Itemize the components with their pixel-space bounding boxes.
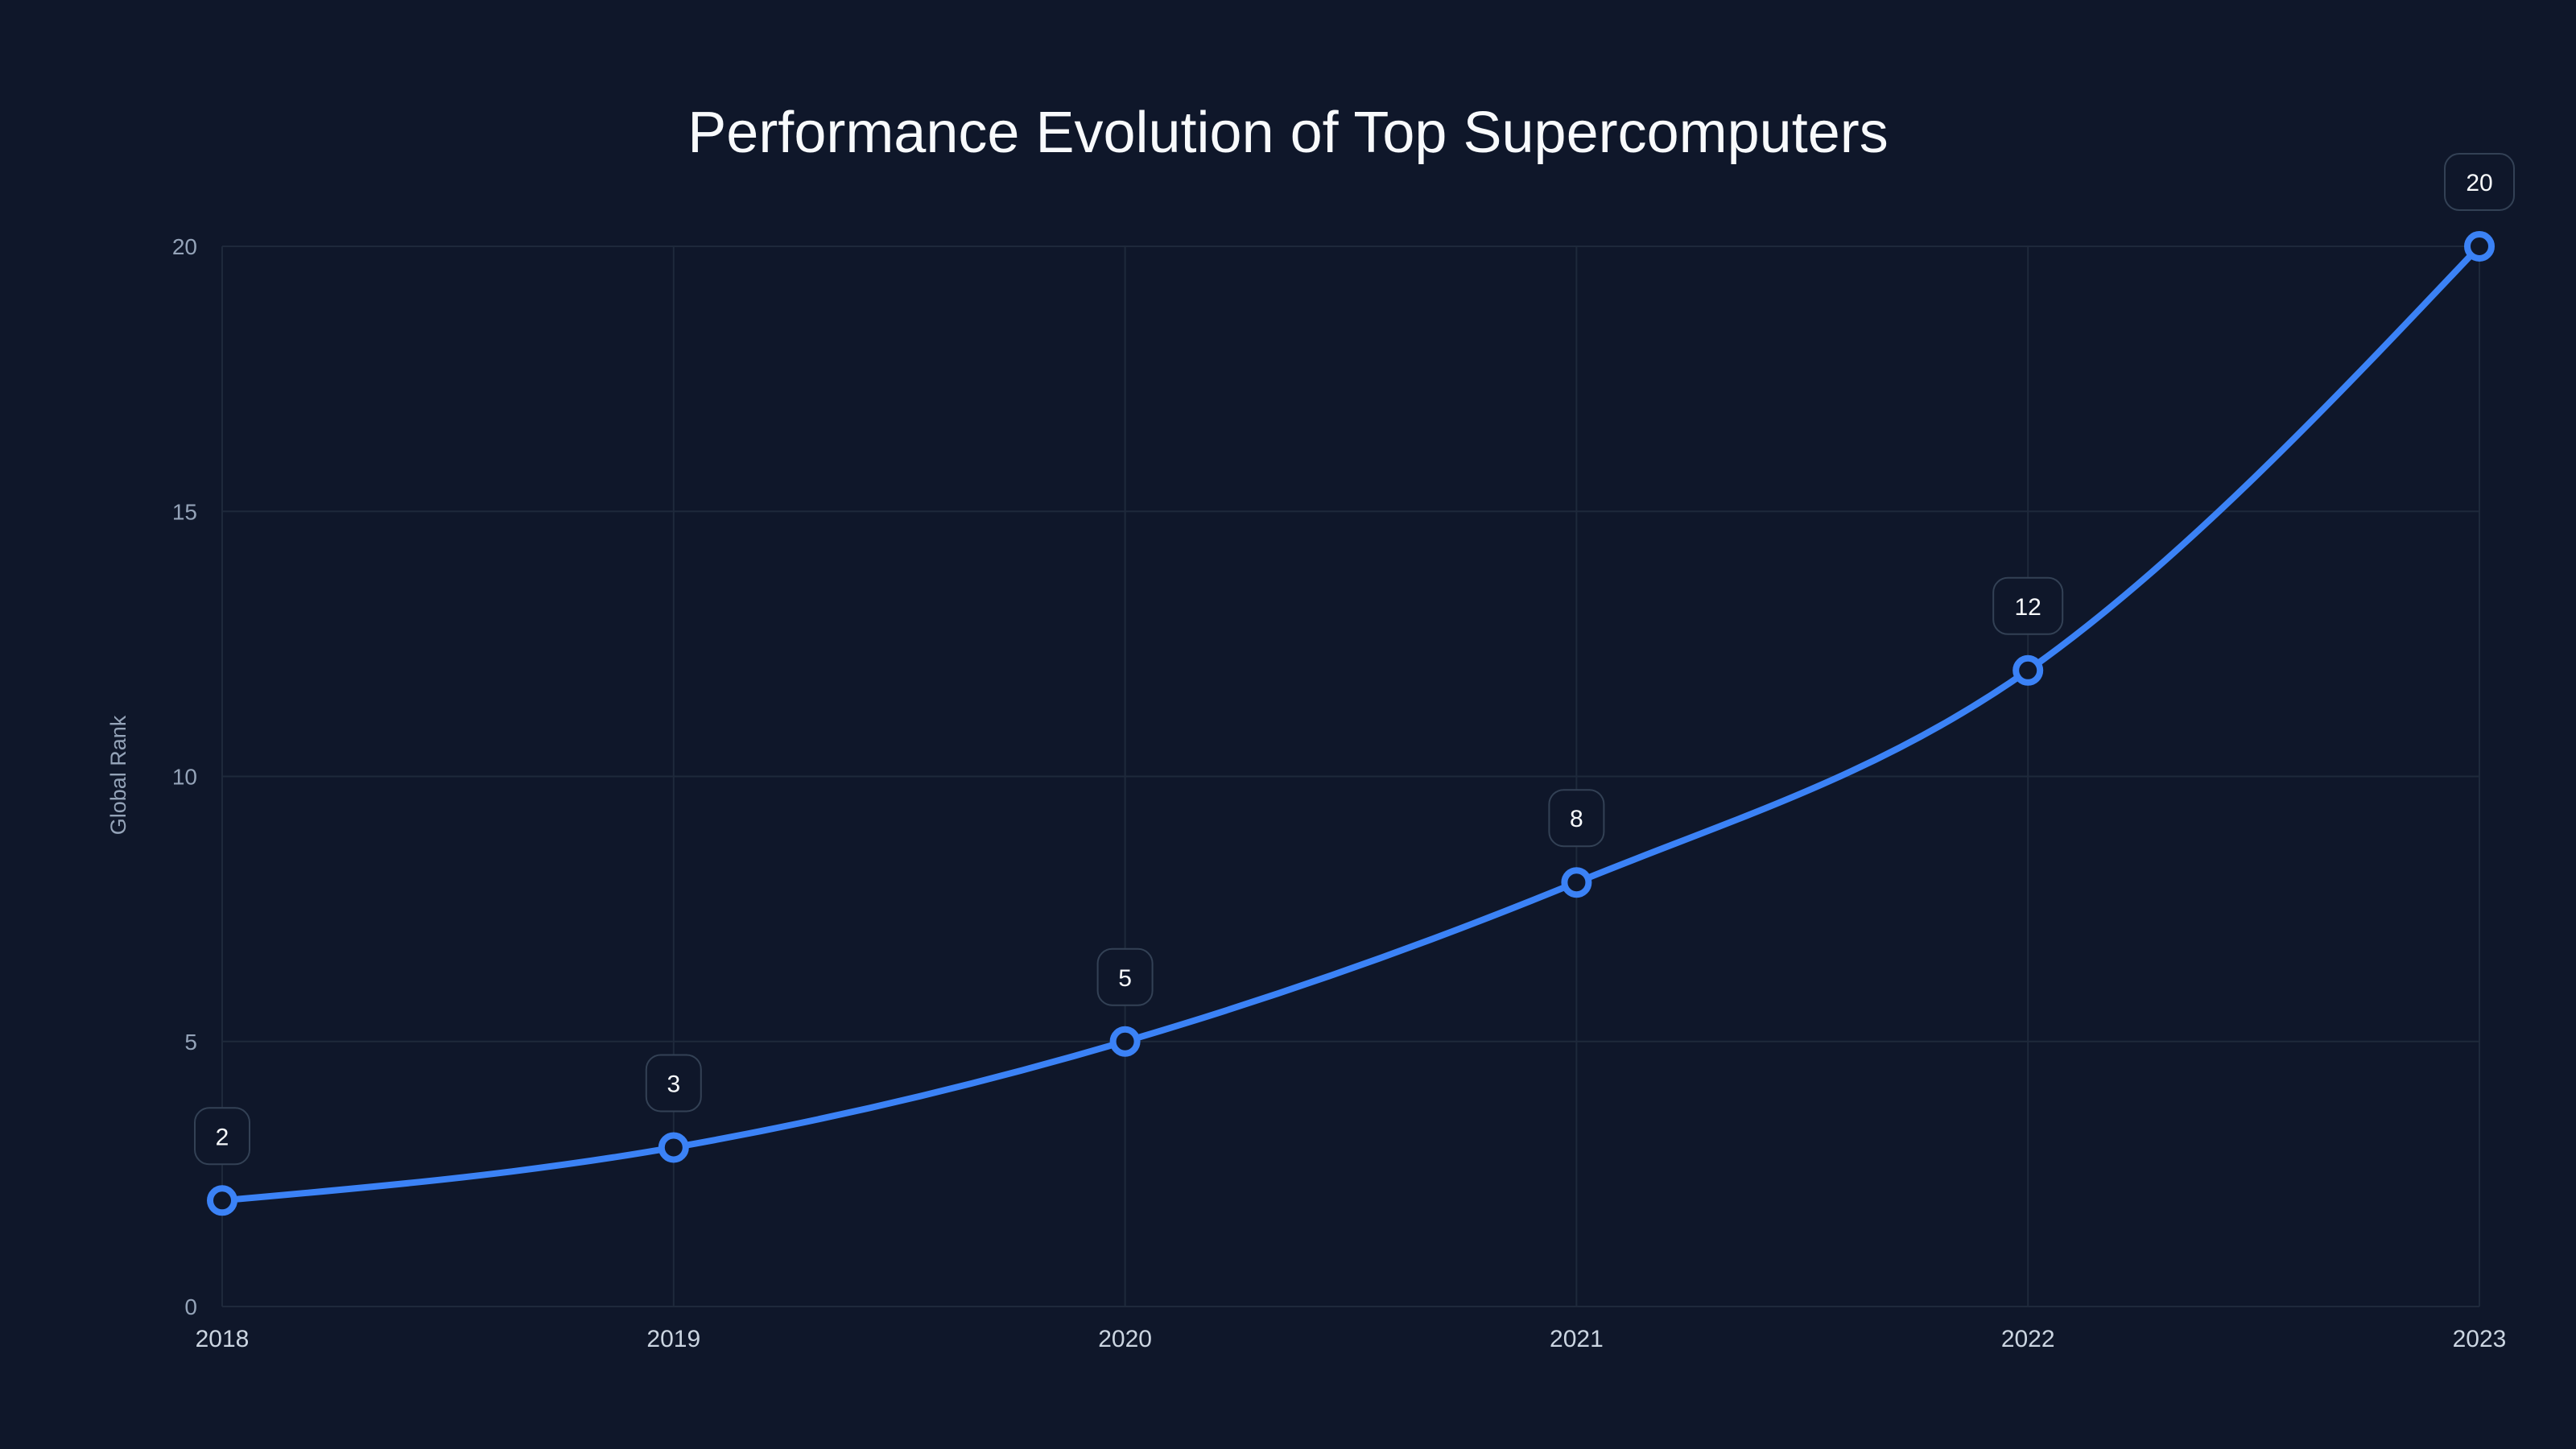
data-label-value: 12 xyxy=(2015,594,2041,621)
data-label: 12 xyxy=(1992,576,2064,635)
x-tick-label: 2021 xyxy=(1550,1326,1604,1352)
x-axis-ticks: 2018 2019 2020 2021 2022 2023 xyxy=(196,1326,2507,1352)
data-label-value: 20 xyxy=(2466,170,2492,196)
data-label-value: 2 xyxy=(216,1124,229,1150)
x-tick-label: 2023 xyxy=(2453,1326,2507,1352)
data-label-bubble xyxy=(2444,153,2515,211)
data-label: 20 xyxy=(2444,153,2515,211)
y-axis-ticks: 0 5 10 15 20 xyxy=(172,234,197,1319)
data-label: 2 xyxy=(194,1107,250,1166)
data-point-marker[interactable] xyxy=(1109,1026,1141,1057)
data-label-bubble xyxy=(1096,947,1154,1006)
y-axis-label: Global Rank xyxy=(106,715,130,835)
x-tick-label: 2022 xyxy=(2001,1326,2055,1352)
gridlines xyxy=(221,246,2480,1307)
series-line xyxy=(219,243,2483,1204)
data-point-marker[interactable] xyxy=(2013,654,2044,686)
data-label-value: 5 xyxy=(1118,965,1132,992)
data-point-marker[interactable] xyxy=(658,1132,689,1163)
series-global-rank xyxy=(207,231,2495,1216)
data-point-marker[interactable] xyxy=(207,1185,237,1216)
x-tick-label: 2020 xyxy=(1098,1326,1152,1352)
data-label: 8 xyxy=(1548,789,1605,848)
chart-title: Performance Evolution of Top Supercomput… xyxy=(687,101,1888,165)
data-label-bubble xyxy=(194,1107,250,1166)
data-label-bubble xyxy=(645,1054,702,1113)
data-label-bubble xyxy=(1548,789,1605,848)
data-labels: 2 3 5 8 12 20 xyxy=(194,153,2515,1166)
data-label-bubble xyxy=(1992,576,2064,635)
data-label-value: 8 xyxy=(1570,806,1583,832)
data-label-value: 3 xyxy=(667,1071,680,1097)
y-tick-label: 10 xyxy=(172,765,197,790)
y-tick-label: 15 xyxy=(172,499,197,524)
x-tick-label: 2019 xyxy=(646,1326,700,1352)
x-tick-label: 2018 xyxy=(196,1326,250,1352)
y-tick-label: 20 xyxy=(172,234,197,259)
data-label: 3 xyxy=(645,1054,702,1113)
data-point-marker[interactable] xyxy=(1561,867,1592,898)
data-label: 5 xyxy=(1096,947,1154,1006)
y-tick-label: 5 xyxy=(184,1030,197,1055)
y-tick-label: 0 xyxy=(184,1294,197,1319)
data-point-marker[interactable] xyxy=(2464,231,2495,262)
